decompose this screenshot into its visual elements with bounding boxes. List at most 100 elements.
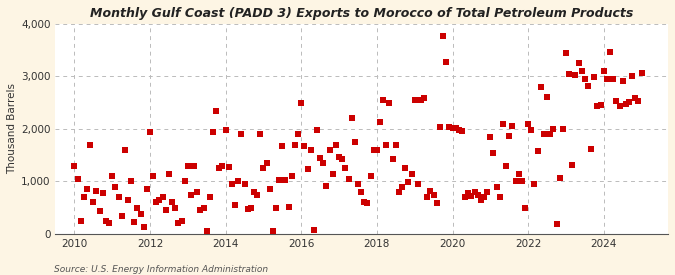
Point bbox=[223, 164, 234, 169]
Point bbox=[308, 228, 319, 232]
Point bbox=[312, 128, 323, 132]
Text: Source: U.S. Energy Information Administration: Source: U.S. Energy Information Administ… bbox=[54, 265, 268, 274]
Point bbox=[601, 76, 612, 81]
Point bbox=[620, 101, 631, 106]
Point bbox=[129, 220, 140, 224]
Point bbox=[189, 163, 200, 168]
Point bbox=[242, 207, 253, 211]
Point bbox=[88, 200, 99, 205]
Point bbox=[441, 59, 452, 64]
Point bbox=[435, 125, 446, 129]
Point bbox=[497, 122, 508, 126]
Point bbox=[548, 127, 559, 131]
Y-axis label: Thousand Barrels: Thousand Barrels bbox=[7, 83, 17, 174]
Point bbox=[567, 163, 578, 167]
Point bbox=[520, 205, 531, 210]
Point bbox=[406, 171, 417, 176]
Point bbox=[460, 195, 470, 199]
Point bbox=[101, 219, 111, 223]
Point bbox=[526, 128, 537, 132]
Point bbox=[365, 174, 376, 178]
Point bbox=[431, 201, 442, 205]
Point bbox=[482, 190, 493, 194]
Point bbox=[516, 179, 527, 184]
Point bbox=[362, 201, 373, 206]
Point bbox=[97, 191, 108, 195]
Point bbox=[176, 219, 187, 223]
Point bbox=[284, 204, 294, 209]
Point bbox=[104, 221, 115, 226]
Point bbox=[501, 163, 512, 168]
Point bbox=[504, 134, 514, 138]
Point bbox=[475, 198, 486, 202]
Point bbox=[529, 182, 540, 186]
Point bbox=[491, 185, 502, 189]
Point bbox=[369, 148, 379, 152]
Point bbox=[636, 71, 647, 75]
Point bbox=[494, 195, 505, 199]
Point bbox=[570, 73, 580, 78]
Point bbox=[586, 147, 597, 152]
Point bbox=[173, 221, 184, 226]
Point bbox=[387, 157, 398, 161]
Point bbox=[252, 192, 263, 197]
Point bbox=[135, 212, 146, 216]
Point bbox=[589, 75, 599, 79]
Point bbox=[412, 182, 423, 186]
Point bbox=[444, 125, 455, 130]
Point bbox=[182, 163, 193, 168]
Point bbox=[82, 187, 92, 191]
Point bbox=[598, 69, 609, 73]
Point bbox=[318, 161, 329, 165]
Point bbox=[624, 100, 634, 104]
Point bbox=[85, 142, 96, 147]
Point bbox=[69, 163, 80, 168]
Point bbox=[337, 157, 348, 161]
Point bbox=[428, 192, 439, 197]
Point bbox=[324, 148, 335, 152]
Point bbox=[510, 179, 521, 184]
Point bbox=[630, 96, 641, 101]
Point bbox=[333, 155, 344, 159]
Point bbox=[400, 166, 410, 170]
Point bbox=[91, 189, 102, 193]
Point bbox=[248, 190, 259, 194]
Point bbox=[450, 126, 461, 130]
Point bbox=[144, 129, 155, 134]
Point bbox=[154, 198, 165, 202]
Point bbox=[479, 195, 489, 199]
Point bbox=[418, 96, 429, 100]
Point bbox=[579, 77, 590, 81]
Point bbox=[595, 103, 606, 108]
Point bbox=[456, 129, 467, 133]
Point bbox=[466, 193, 477, 198]
Point bbox=[227, 181, 238, 186]
Point bbox=[107, 174, 117, 178]
Point bbox=[315, 156, 325, 160]
Point bbox=[123, 198, 134, 202]
Point bbox=[246, 205, 256, 210]
Point bbox=[447, 126, 458, 131]
Title: Monthly Gulf Coast (PADD 3) Exports to Morocco of Total Petroleum Products: Monthly Gulf Coast (PADD 3) Exports to M… bbox=[90, 7, 633, 20]
Point bbox=[576, 69, 587, 73]
Point bbox=[305, 148, 316, 152]
Point bbox=[346, 116, 357, 121]
Point bbox=[163, 171, 174, 176]
Point bbox=[359, 200, 370, 205]
Point bbox=[76, 219, 86, 224]
Point bbox=[286, 174, 297, 178]
Point bbox=[95, 209, 105, 214]
Point bbox=[416, 98, 427, 102]
Point bbox=[551, 222, 562, 227]
Point bbox=[394, 190, 404, 194]
Point bbox=[299, 144, 310, 148]
Point bbox=[545, 132, 556, 136]
Point bbox=[560, 51, 571, 55]
Point bbox=[157, 195, 168, 199]
Point bbox=[554, 175, 565, 180]
Point bbox=[186, 192, 196, 197]
Point bbox=[437, 34, 448, 39]
Point bbox=[277, 144, 288, 148]
Point bbox=[167, 200, 178, 205]
Point bbox=[617, 78, 628, 83]
